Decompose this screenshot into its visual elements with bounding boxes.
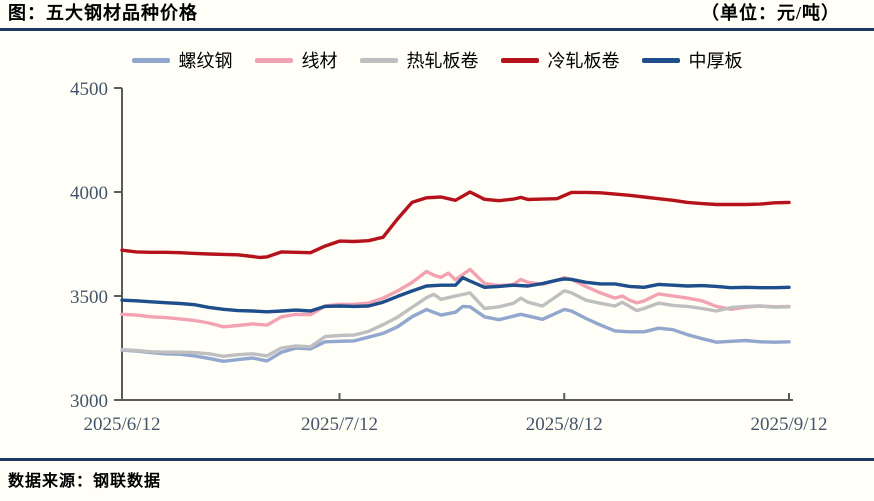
legend-item: 螺纹钢 — [131, 47, 233, 73]
series-line-线材 — [120, 267, 791, 329]
series-line-螺纹钢 — [120, 304, 791, 363]
legend-label: 中厚板 — [688, 51, 743, 71]
x-tick-label: 2025/6/12 — [83, 414, 160, 435]
legend-item: 线材 — [254, 47, 338, 73]
x-tick-label: 2025/8/12 — [526, 414, 603, 435]
page-title: 图：五大钢材品种价格 — [8, 3, 198, 23]
series-line-中厚板 — [120, 275, 791, 314]
chart-canvas: 3000 3500 4000 4500 2025/6/12 2025/7/12 2025/8… — [70, 79, 828, 435]
legend-item: 冷轧板卷 — [500, 47, 620, 73]
y-tick-label: 3000 — [70, 391, 108, 412]
legend-line-swatch — [500, 57, 539, 63]
legend-line-swatch — [641, 57, 680, 63]
legend-label: 线材 — [301, 51, 338, 71]
legend-label: 冷轧板卷 — [547, 51, 620, 71]
unit-label: （单位：元/吨） — [700, 3, 840, 23]
legend-label: 热轧板卷 — [406, 51, 479, 71]
chart-header: 图：五大钢材品种价格 （单位：元/吨） — [0, 0, 874, 31]
y-tick-label: 4500 — [70, 79, 108, 100]
x-tick-label: 2025/9/12 — [750, 414, 827, 435]
chart-legend: 螺纹钢 线材 热轧板卷 冷轧板卷 中厚板 — [0, 46, 874, 74]
axis-lines — [121, 88, 793, 401]
y-tick-label: 3500 — [70, 287, 108, 308]
y-tick-label: 4000 — [70, 183, 108, 204]
legend-line-swatch — [254, 57, 293, 63]
legend-item: 热轧板卷 — [359, 47, 479, 73]
series-line-热轧板卷 — [120, 289, 791, 358]
legend-line-swatch — [131, 57, 170, 63]
legend-line-swatch — [359, 57, 398, 63]
price-line-chart: 3000 3500 4000 4500 2025/6/12 2025/7/12 2025/8… — [0, 75, 874, 450]
series-line-冷轧板卷 — [120, 190, 791, 260]
x-tick-label: 2025/7/12 — [301, 414, 378, 435]
data-source-label: 数据来源：钢联数据 — [8, 473, 162, 490]
chart-footer: 数据来源：钢联数据 — [0, 458, 874, 491]
legend-label: 螺纹钢 — [178, 51, 233, 71]
legend-item: 中厚板 — [641, 47, 743, 73]
